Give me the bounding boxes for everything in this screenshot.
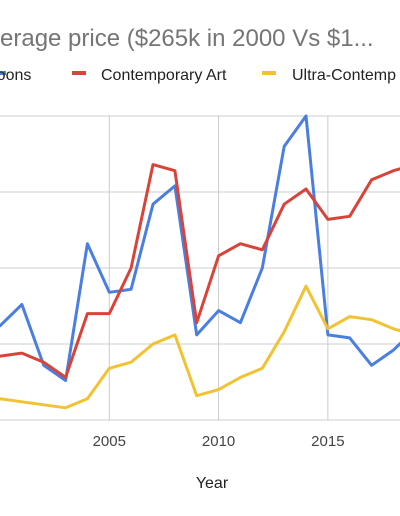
x-axis-ticks: 2005 2010 2015 <box>93 433 345 450</box>
grid <box>0 115 400 421</box>
chart-title: ...erage price ($265k in 2000 Vs $1... <box>0 25 374 52</box>
x-tick-label: 2015 <box>311 433 344 450</box>
series-line-koons <box>0 114 400 382</box>
x-tick-label: 2005 <box>93 433 126 450</box>
legend: Koons Contemporary Art Ultra-Contemp <box>0 67 396 84</box>
series-lines <box>0 114 400 410</box>
legend-label-contemporary-art: Contemporary Art <box>101 67 227 84</box>
legend-label-ultra-contemp: Ultra-Contemp <box>292 67 396 84</box>
legend-swatch-contemporary-art <box>72 71 86 75</box>
legend-swatch-ultra-contemp <box>262 71 276 75</box>
x-tick-label: 2010 <box>202 433 235 450</box>
series-line-contemporary-art <box>0 163 400 379</box>
x-axis-label: Year <box>196 475 229 492</box>
series-line-ultra-contemp <box>0 284 400 410</box>
legend-swatch-koons <box>0 71 6 75</box>
legend-label-koons: Koons <box>0 67 31 84</box>
